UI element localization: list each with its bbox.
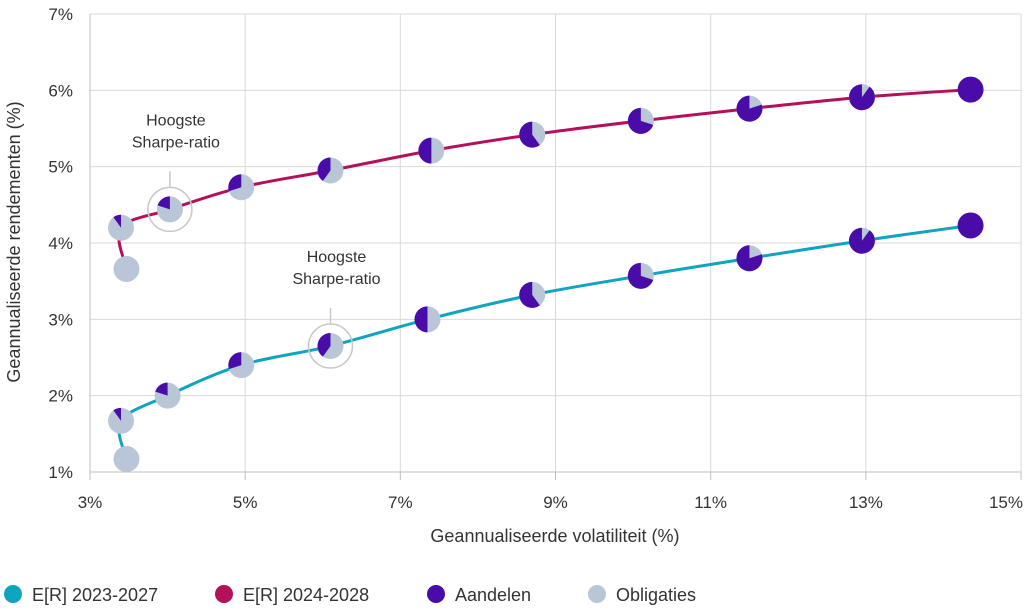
x-tick-label: 5% [233,493,258,512]
y-tick-label: 3% [48,310,73,329]
legend-label: E[R] 2024-2028 [243,585,369,605]
equity-slice [957,76,984,103]
legend-item: E[R] 2024-2028 [215,585,369,605]
x-tick-label: 3% [78,493,103,512]
legend-label: E[R] 2023-2027 [32,585,158,605]
series-line [117,223,971,460]
equity-slice [155,382,168,396]
portfolio-marker [519,121,546,148]
gridlines [89,13,1022,473]
y-tick-label: 4% [48,234,73,253]
portfolio-marker [848,84,875,111]
y-tick-label: 6% [48,81,73,100]
portfolio-marker [317,333,344,360]
bond-slice [108,407,135,434]
bond-slice [108,214,135,241]
equity-slice [519,121,540,148]
legend-item: E[R] 2023-2027 [4,585,158,605]
legend-label: Obligaties [616,585,696,605]
annotation-label: Hoogste Sharpe-ratio [132,112,220,151]
portfolio-marker [736,245,763,272]
equity-slice [627,262,654,289]
equity-slice [228,352,242,370]
portfolio-marker [627,107,654,134]
portfolio-marker [154,382,181,409]
portfolio-marker [113,255,140,282]
equity-slice [228,174,242,192]
annotation-label: Hoogste Sharpe-ratio [292,249,380,288]
portfolio-marker [108,214,135,241]
bond-slice [113,446,140,473]
annotations: Hoogste Sharpe-ratio Hoogste Sharpe-ratio [132,112,381,369]
legend-item: Aandelen [427,585,531,605]
portfolio-marker [736,95,763,122]
portfolio-marker [627,262,654,289]
portfolio-marker [519,281,546,308]
series-lines [117,88,971,460]
equity-slice [848,84,875,111]
portfolio-marker [414,306,441,333]
legend: E[R] 2023-2027 E[R] 2024-2028 Aandelen Obli… [4,585,696,605]
y-tick-label: 1% [48,463,73,482]
portfolio-marker [848,227,875,254]
legend-swatch [215,585,233,603]
x-tick-label: 13% [849,493,883,512]
x-tick-label: 11% [694,493,727,512]
equity-slice [317,333,331,357]
legend-swatch [4,585,22,603]
x-tick-label: 15% [989,493,1023,512]
y-tick-label: 2% [48,387,73,406]
y-tick-label: 5% [48,158,73,177]
equity-slice [414,306,428,333]
bond-slice [113,255,140,282]
portfolio-marker [317,157,344,184]
equity-slice [736,95,763,122]
x-axis-title: Geannualiseerde volatiliteit (%) [430,526,679,546]
portfolio-marker [113,446,140,473]
y-tick-label: 7% [48,5,73,24]
portfolio-marker [228,352,255,379]
equity-slice [113,214,122,228]
portfolio-marker [957,212,984,239]
equity-slice [157,196,170,210]
equity-slice [519,281,540,308]
equity-slice [317,157,331,182]
legend-swatch [588,585,606,603]
portfolio-marker [108,407,135,434]
x-tick-label: 7% [388,493,413,512]
legend-label: Aandelen [455,585,531,605]
equity-slice [848,227,875,254]
portfolio-marker [957,76,984,103]
y-axis-title: Geannualiseerde rendementen (%) [4,101,24,382]
legend-item: Obligaties [588,585,696,605]
x-tick-label: 9% [543,493,568,512]
equity-slice [957,212,984,239]
equity-slice [418,137,432,164]
portfolio-marker [418,137,445,164]
equity-slice [627,107,654,134]
equity-slice [113,407,122,421]
axes [89,14,1022,480]
equity-slice [736,245,763,272]
legend-swatch [427,585,445,603]
portfolio-marker [228,174,255,201]
portfolio-marker [156,196,183,223]
tick-labels: 1% 2% 3% 4% 5% 6% 7% 3% 5% 7% 9% 11% 13% 15% [48,5,1023,512]
portfolio-markers [108,76,984,473]
